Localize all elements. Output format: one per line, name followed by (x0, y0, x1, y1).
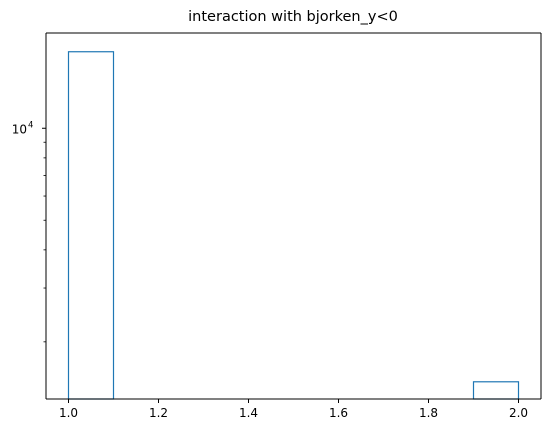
x-tick-label-6: 2.0 (509, 406, 528, 420)
y-tick-label-exponent-1: 4 (28, 120, 33, 130)
x-tick-label-3: 1.4 (239, 406, 258, 420)
y-tick-label-1: 10 (12, 122, 27, 136)
x-tick-label-4: 1.6 (329, 406, 348, 420)
plot-area: 1.0 1.2 1.4 1.6 1.8 2.0 10 4 (12, 32, 542, 420)
x-tick-label-2: 1.2 (149, 406, 168, 420)
x-tick-label-5: 1.8 (419, 406, 438, 420)
x-tick-label-1: 1.0 (59, 406, 78, 420)
chart-title: interaction with bjorken_y<0 (188, 9, 398, 25)
